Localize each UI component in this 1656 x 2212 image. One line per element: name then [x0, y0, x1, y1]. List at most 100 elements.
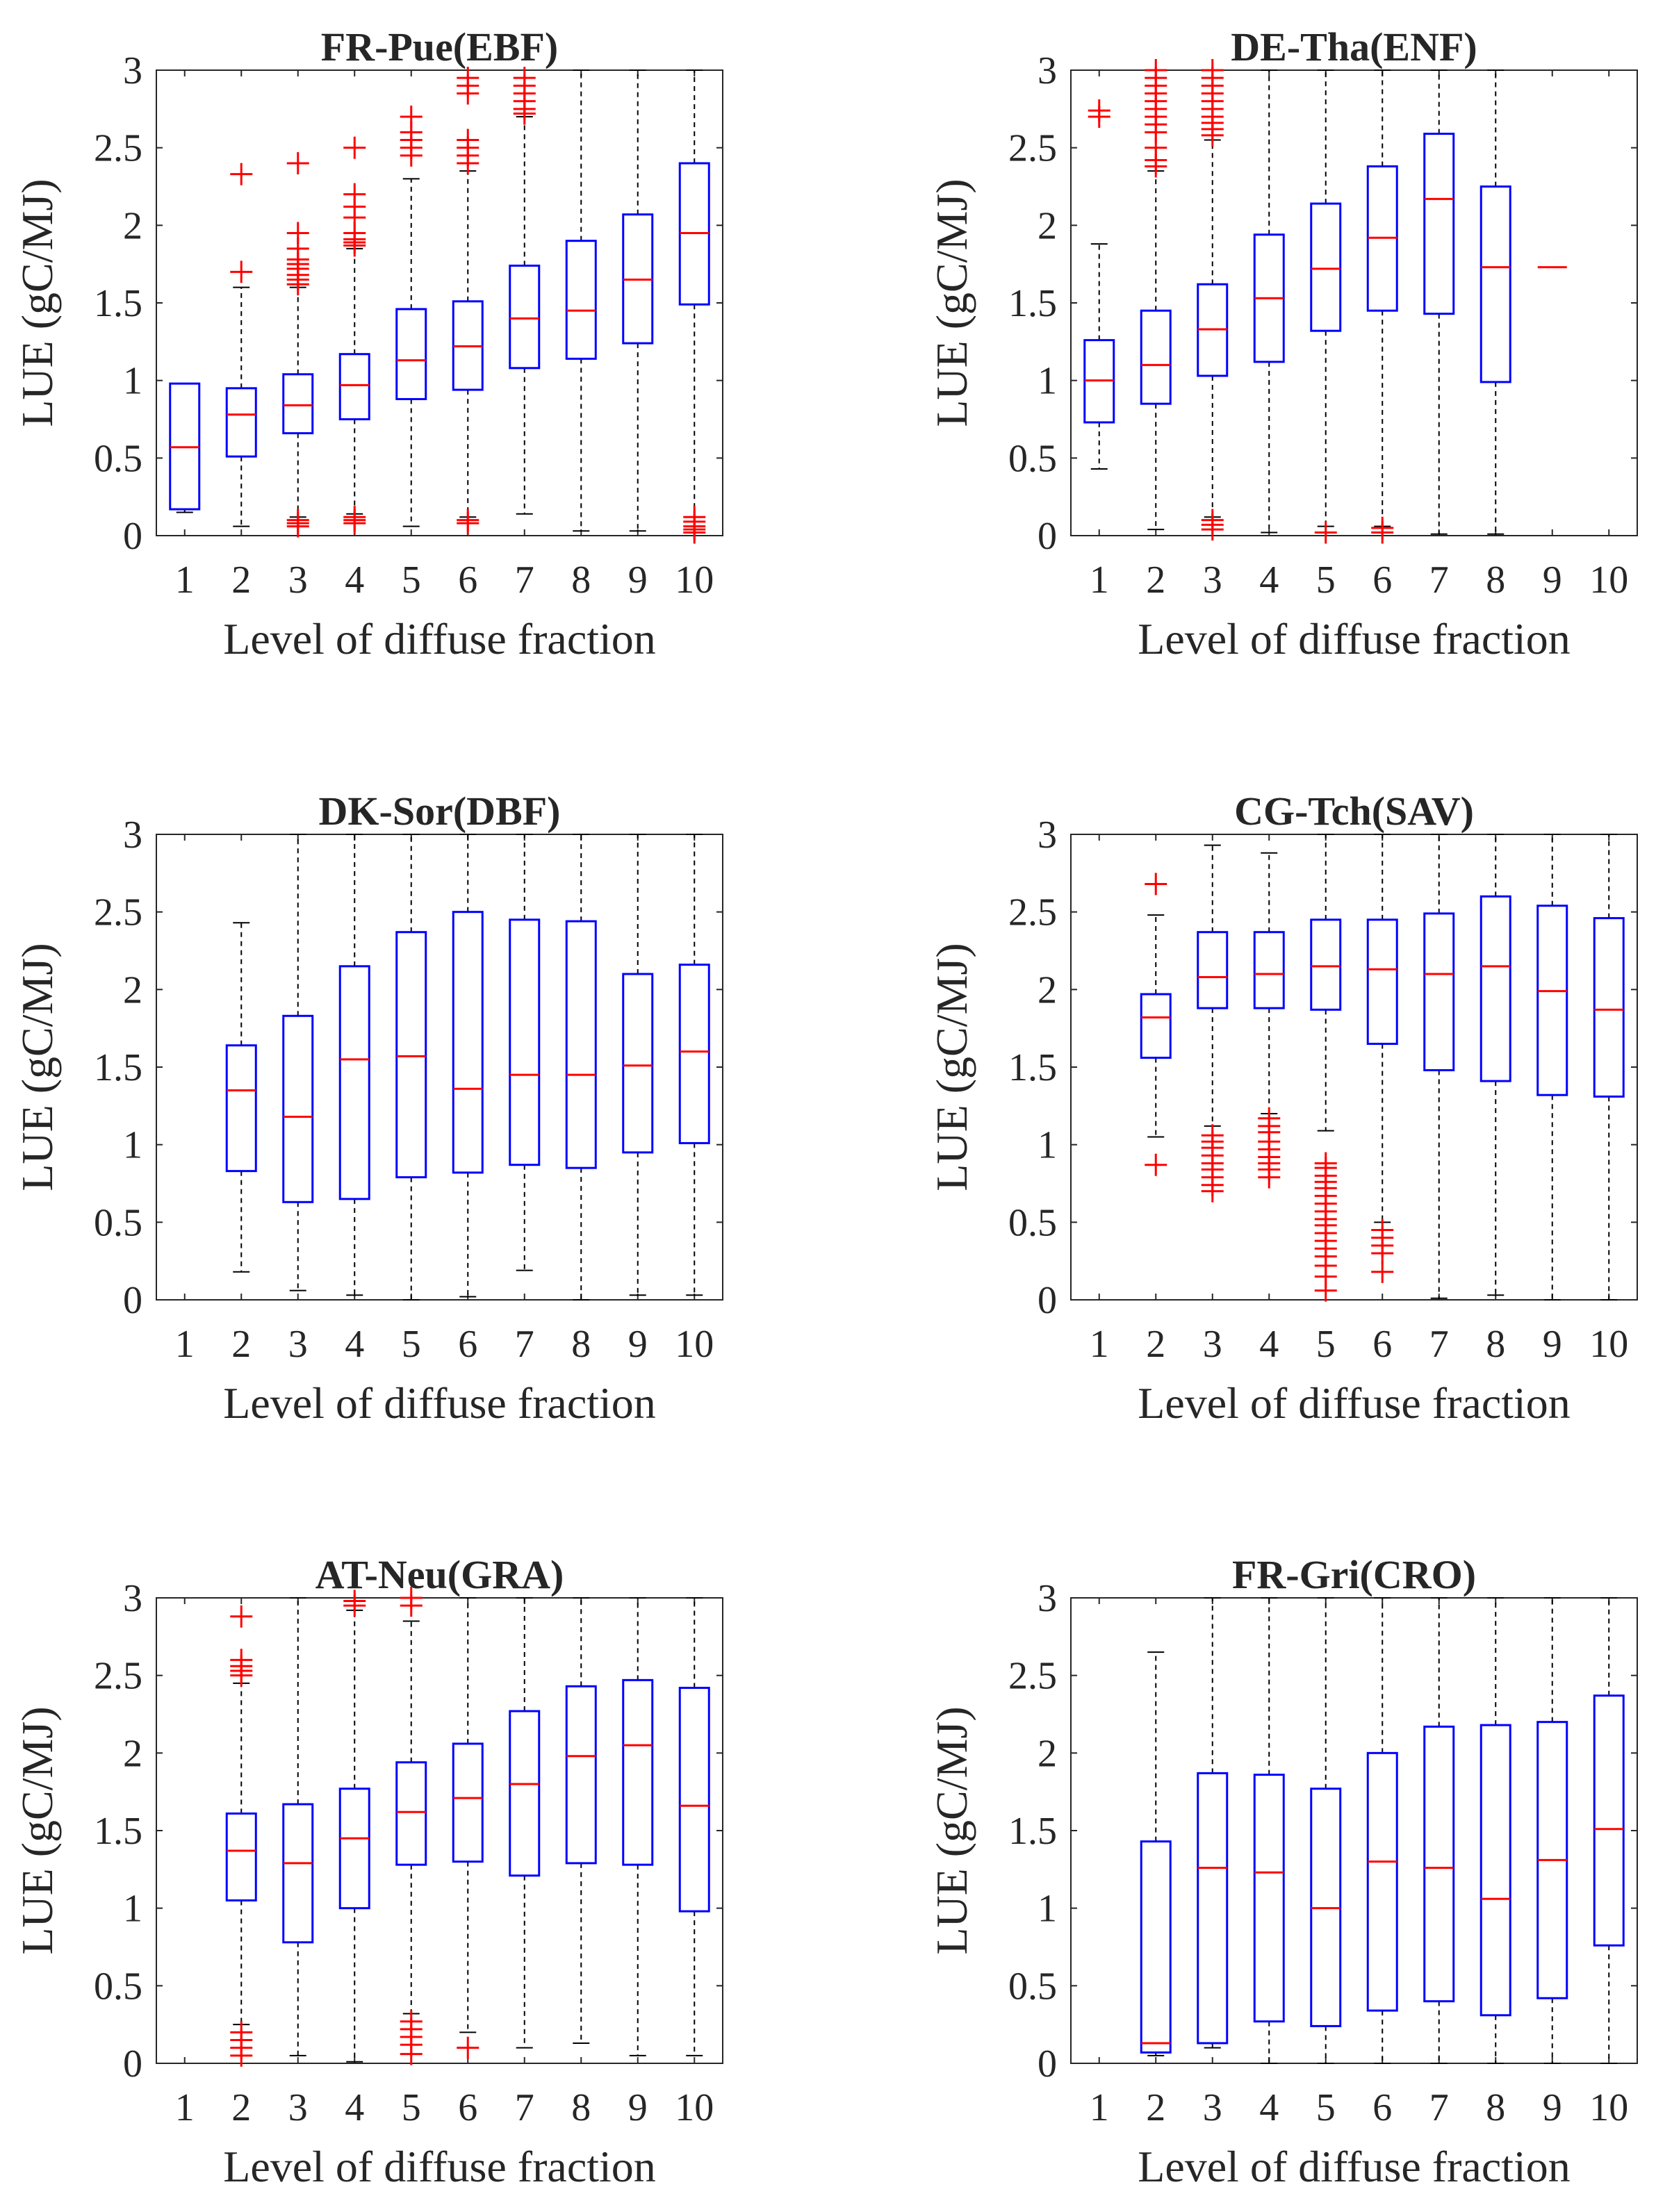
x-tick-label: 1 [175, 559, 195, 602]
box-iqr [509, 1710, 541, 1877]
box-level-9 [622, 69, 654, 532]
x-tick-label: 10 [675, 1323, 714, 1366]
x-tick-label: 2 [1146, 1323, 1165, 1366]
box-level-8 [565, 1597, 597, 2044]
box-level-10 [678, 69, 710, 544]
x-axis-label: Level of diffuse fraction [223, 614, 656, 663]
x-tick-label: 7 [1429, 559, 1449, 602]
panel-at-neu-gra: AT-Neu(GRA)00.511.522.531 2 3 4 5 6 7 8 9 10Level… [13, 1552, 723, 2191]
x-tick-label: 8 [1486, 1323, 1505, 1366]
outlier-marker [286, 152, 309, 174]
outlier-marker [1371, 521, 1394, 544]
x-axis-label: Level of diffuse fraction [1138, 2142, 1571, 2191]
box-iqr [1479, 185, 1511, 383]
y-tick-label: 0 [123, 1279, 142, 1322]
x-tick-label: 3 [288, 1323, 308, 1366]
box-iqr [338, 353, 370, 421]
box-iqr [1366, 918, 1398, 1046]
box-level-3 [1197, 59, 1229, 541]
box-level-4 [338, 136, 370, 535]
box-iqr [1140, 1840, 1172, 2054]
panel-title: CG-Tch(SAV) [1234, 789, 1474, 834]
x-tick-label: 9 [1543, 559, 1562, 602]
box-iqr [395, 1761, 427, 1866]
box-level-8 [565, 834, 597, 1301]
x-tick-label: 6 [458, 559, 477, 602]
y-tick-label: 2 [1038, 1732, 1057, 1775]
x-tick-label: 5 [402, 2086, 421, 2129]
outlier-marker [1201, 518, 1224, 541]
panel-fr-gri-cro: FR-Gri(CRO)00.511.522.531 2 3 4 5 6 7 8 9 10Level… [927, 1552, 1638, 2191]
box-iqr [1140, 309, 1172, 405]
box-level-2 [225, 163, 257, 527]
x-tick-label: 6 [458, 1323, 477, 1366]
box-level-5 [1310, 834, 1342, 1302]
x-tick-label: 2 [1146, 2086, 1165, 2129]
outlier-marker [1314, 521, 1337, 544]
x-tick-label: 4 [345, 559, 364, 602]
box-iqr [1310, 918, 1342, 1011]
box-level-4 [338, 834, 370, 1296]
outlier-marker [343, 512, 366, 535]
y-tick-label: 0 [123, 2042, 142, 2086]
box-level-5 [1310, 69, 1342, 544]
box-iqr [1197, 931, 1229, 1009]
outlier-marker [286, 222, 309, 245]
box-iqr [225, 1044, 257, 1173]
box-level-8 [565, 69, 597, 532]
box-level-3 [1197, 1597, 1229, 2049]
panel-de-tha-enf: DE-Tha(ENF)00.511.522.531 2 3 4 5 6 7 8 9 10Level… [927, 24, 1638, 663]
y-tick-label: 0.5 [94, 437, 142, 480]
box-level-7 [509, 67, 541, 515]
box-level-9 [622, 1597, 654, 2056]
y-tick-label: 0 [1038, 515, 1057, 558]
box-level-7 [1423, 1597, 1455, 2064]
box-iqr [565, 1685, 597, 1865]
outlier-marker [230, 163, 253, 185]
x-tick-label: 10 [1589, 2086, 1628, 2129]
y-tick-label: 2.5 [94, 891, 142, 934]
x-tick-label: 9 [1543, 2086, 1562, 2129]
box-iqr [1479, 1724, 1511, 2017]
x-tick-label: 9 [628, 1323, 648, 1366]
panel-title: FR-Pue(EBF) [321, 24, 559, 69]
box-level-9 [622, 834, 654, 1296]
box-level-2 [1140, 59, 1172, 531]
box-level-10 [1593, 834, 1625, 1301]
y-tick-label: 3 [123, 49, 142, 92]
box-iqr [1479, 895, 1511, 1082]
outlier-marker [1258, 1166, 1281, 1189]
x-tick-label: 4 [1259, 2086, 1279, 2129]
box-iqr [338, 1788, 370, 1910]
box-level-2 [225, 922, 257, 1273]
x-tick-label: 1 [1090, 2086, 1109, 2129]
box-iqr [678, 964, 710, 1144]
box-level-10 [1593, 1597, 1625, 2064]
x-tick-label: 7 [1429, 2086, 1449, 2129]
y-axis-label: LUE (gC/MJ) [13, 943, 62, 1191]
box-level-9 [1536, 1597, 1568, 2064]
box-level-5 [395, 106, 427, 527]
box-iqr [282, 373, 314, 435]
y-tick-label: 1.5 [94, 1810, 142, 1853]
x-tick-label: 7 [515, 559, 534, 602]
box-iqr [1310, 202, 1342, 332]
box-iqr [1253, 1774, 1285, 2023]
box-iqr [395, 931, 427, 1179]
x-tick-label: 5 [402, 559, 421, 602]
y-tick-label: 2 [1038, 204, 1057, 247]
box-iqr [395, 308, 427, 400]
x-tick-label: 4 [1259, 559, 1279, 602]
outlier-marker [1314, 1279, 1337, 1302]
x-tick-label: 10 [675, 559, 714, 602]
box-level-1 [169, 382, 201, 513]
box-level-6 [1366, 1597, 1398, 2064]
outlier-marker [457, 67, 479, 90]
outlier-marker [1145, 1153, 1167, 1176]
box-iqr [622, 1678, 654, 1866]
x-tick-label: 3 [1203, 2086, 1222, 2129]
plot-frame [156, 69, 723, 536]
x-axis-label: Level of diffuse fraction [1138, 614, 1571, 663]
y-tick-label: 1 [1038, 360, 1057, 403]
